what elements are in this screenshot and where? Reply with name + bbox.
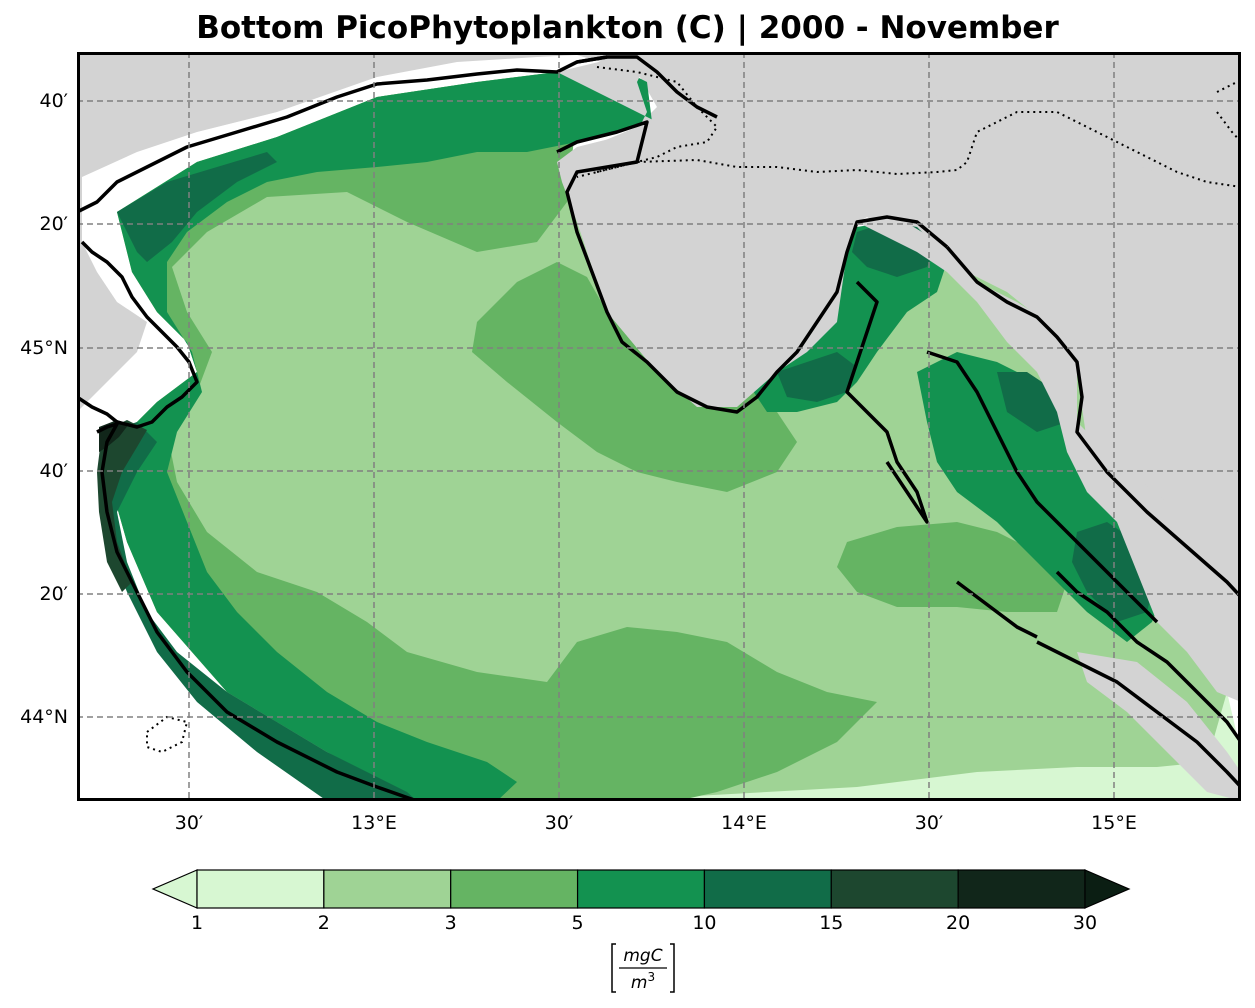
lon-tick-label: 14°E (721, 812, 767, 834)
colorbar-tick-label: 15 (819, 912, 844, 934)
contour-3-5 (107, 72, 877, 801)
colorbar-segment (576, 869, 706, 909)
lat-tick-label: 44°N (20, 706, 68, 728)
colorbar-tick-label: 10 (692, 912, 717, 934)
land-istria (557, 57, 1241, 407)
lat-tick-label: 20′ (39, 583, 69, 605)
unit-denominator: m3 (631, 970, 655, 993)
lat-tick-label: 40′ (39, 460, 69, 482)
contour-3-5-central (472, 262, 797, 492)
lat-tick-label: 20′ (39, 213, 69, 235)
lat-tick-label: 45°N (20, 337, 68, 359)
contour-10-15 (102, 152, 417, 801)
colorbar-tick-label: 20 (946, 912, 971, 934)
lon-tick-label: 13°E (351, 812, 397, 834)
lon-tick-label: 15°E (1091, 812, 1137, 834)
colorbar-segment (450, 869, 579, 909)
lon-tick-label: 30′ (544, 812, 574, 834)
land-southern-islands (1077, 652, 1241, 801)
colorbar-segment (703, 869, 832, 909)
colorbar-unit-label: mgC m3 (611, 943, 675, 993)
map-panel (77, 52, 1241, 801)
contour-3-5-east (837, 522, 1067, 612)
colorbar-tick-label: 3 (444, 912, 457, 934)
unit-numerator: mgC (623, 946, 662, 966)
colorbar-tick-label: 1 (190, 912, 204, 934)
contour-15-20 (97, 420, 147, 592)
colorbar-under-arrow (151, 869, 198, 909)
land-croatia-coast (857, 217, 1241, 702)
colorbar-segment (196, 869, 325, 909)
graticule (77, 52, 1241, 801)
colorbar-segment (830, 869, 959, 909)
coastline (77, 55, 1241, 801)
colorbar-segment (957, 869, 1086, 909)
map-border (77, 52, 1241, 801)
colorbar-over-arrow (1084, 869, 1131, 909)
lat-tick-label: 40′ (39, 90, 69, 112)
contour-1-2-south (937, 767, 1177, 801)
lon-tick-label: 30′ (914, 812, 944, 834)
colorbar-tick-label: 2 (317, 912, 330, 934)
contour-5-10-east (747, 222, 1167, 642)
colorbar (151, 869, 1131, 909)
colorbar-segment (323, 869, 452, 909)
lon-tick-label: 30′ (174, 812, 204, 834)
map-title: Bottom PicoPhytoplankton (C) | 2000 - No… (196, 10, 1059, 46)
colorbar-tick-label: 5 (571, 912, 584, 934)
colorbar-tick-label: 30 (1072, 912, 1098, 934)
